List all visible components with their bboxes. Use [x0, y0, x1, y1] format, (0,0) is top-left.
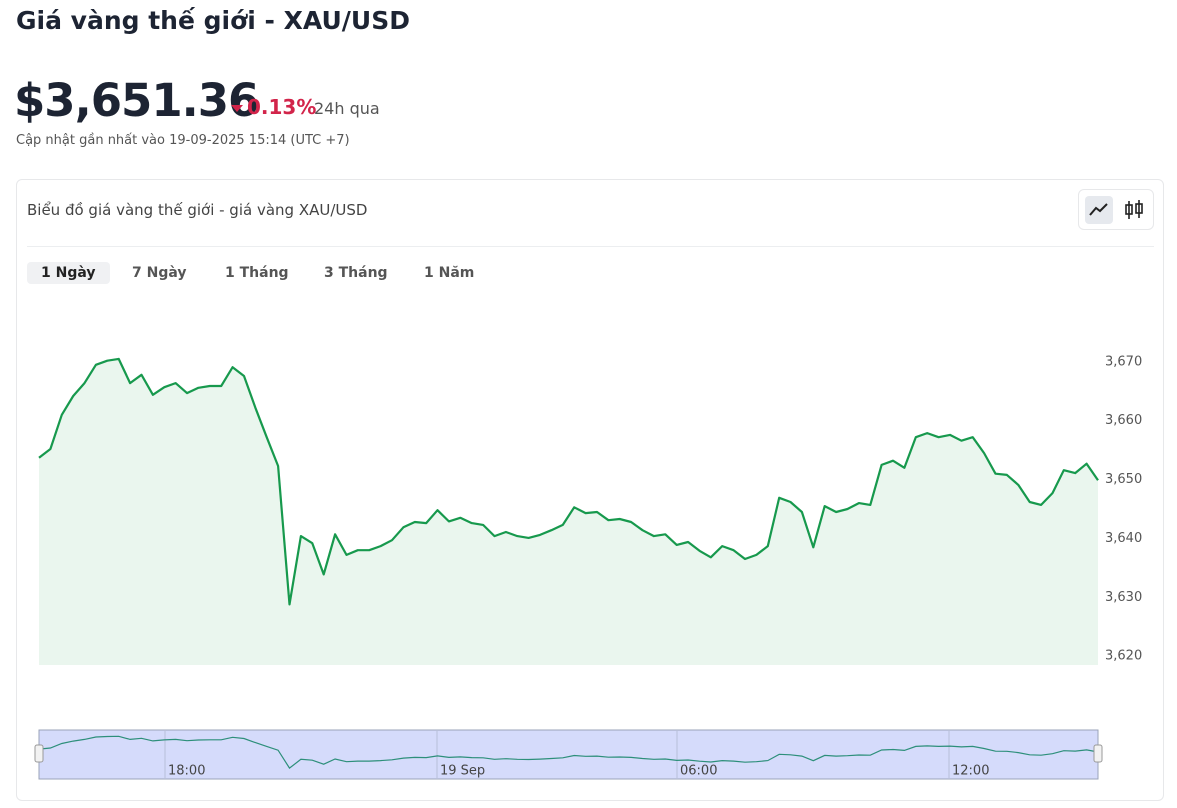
- chart-card: [16, 179, 1164, 801]
- area: [39, 358, 1098, 665]
- navigator-handle: [34, 744, 44, 763]
- navigator-handle: [1093, 744, 1103, 763]
- updated-time: Cập nhật gần nhất vào 19-09-2025 15:14 (…: [16, 133, 350, 148]
- navigator-line: [38, 735, 1099, 769]
- y-tick-label: 3,670: [1105, 354, 1142, 369]
- range-tab[interactable]: 1 Ngày: [27, 262, 110, 284]
- navigator: [38, 729, 1099, 780]
- down-arrow: [231, 105, 243, 112]
- range-tab[interactable]: 1 Tháng: [225, 265, 289, 281]
- range-tab[interactable]: 3 Tháng: [324, 265, 388, 281]
- candle-chart-button[interactable]: [1120, 196, 1148, 224]
- price-line: [38, 357, 1099, 606]
- y-tick-label: 3,640: [1105, 531, 1142, 546]
- y-tick-label: 3,620: [1105, 649, 1142, 664]
- card-title: Biểu đồ giá vàng thế giới - giá vàng XAU…: [27, 201, 368, 219]
- page-title: Giá vàng thế giới - XAU/USD: [16, 6, 410, 35]
- chart-type-switch: [1078, 189, 1154, 230]
- line-chart-button[interactable]: [1085, 196, 1113, 224]
- range-tab[interactable]: 7 Ngày: [132, 265, 187, 281]
- price-change: 0.13%: [247, 95, 317, 119]
- change-period: 24h qua: [314, 99, 380, 118]
- navigator-label: 19 Sep: [440, 764, 485, 779]
- range-tab[interactable]: 1 Năm: [424, 265, 475, 281]
- navigator-label: 06:00: [680, 764, 717, 779]
- price: $3,651.36: [14, 74, 259, 127]
- y-tick-label: 3,630: [1105, 590, 1142, 605]
- separator: [27, 246, 1154, 247]
- navigator-label: 12:00: [952, 764, 989, 779]
- navigator-label: 18:00: [168, 764, 205, 779]
- y-tick-label: 3,660: [1105, 413, 1142, 428]
- y-tick-label: 3,650: [1105, 472, 1142, 487]
